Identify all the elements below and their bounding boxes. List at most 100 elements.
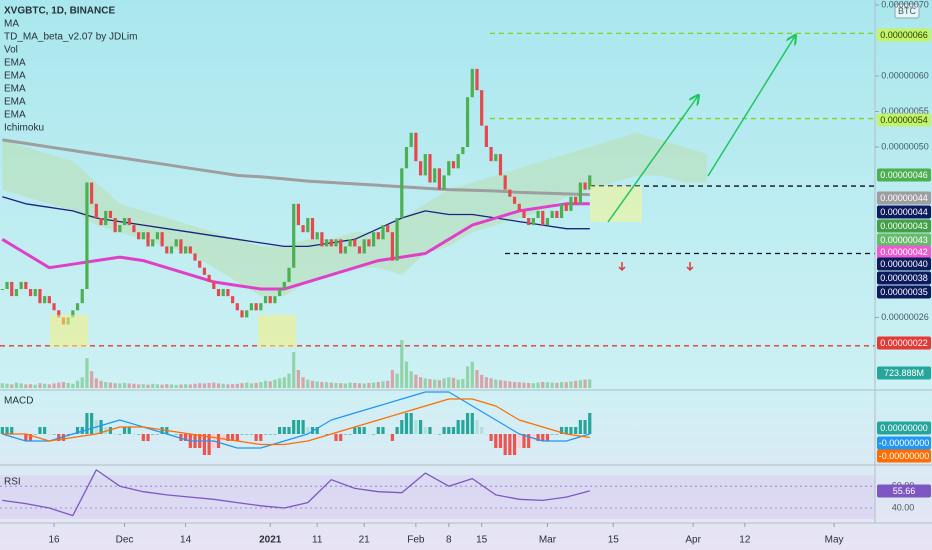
price-tag bbox=[877, 219, 931, 233]
candle bbox=[404, 146, 409, 169]
macd-histogram-bar bbox=[174, 434, 178, 435]
volume-bar bbox=[273, 379, 277, 388]
pane-label: MACD bbox=[4, 396, 33, 407]
candle bbox=[447, 161, 451, 176]
volume-bar bbox=[527, 382, 531, 388]
candle bbox=[508, 189, 512, 197]
macd-histogram-bar bbox=[324, 434, 329, 435]
volume-bar bbox=[292, 352, 296, 388]
macd-histogram-bar bbox=[108, 427, 113, 434]
volume-bar bbox=[94, 378, 98, 388]
macd-histogram-bar bbox=[113, 434, 117, 435]
candle bbox=[381, 225, 385, 240]
macd-histogram-bar bbox=[287, 427, 291, 434]
macd-histogram-bar bbox=[240, 434, 244, 435]
macd-histogram-bar bbox=[588, 413, 592, 434]
candle bbox=[188, 246, 192, 254]
candle bbox=[545, 218, 550, 226]
moving-average bbox=[1, 202, 590, 291]
candle bbox=[160, 232, 164, 247]
candle bbox=[578, 182, 582, 204]
candle bbox=[320, 232, 324, 247]
macd-histogram-bar bbox=[512, 434, 517, 455]
volume-bar bbox=[263, 380, 268, 388]
volume-bar bbox=[320, 382, 324, 388]
volume-bar bbox=[470, 361, 474, 388]
projection-arrow bbox=[707, 36, 795, 177]
volume-bar bbox=[588, 379, 592, 388]
macd-histogram-bar bbox=[517, 434, 521, 448]
price-tag bbox=[877, 191, 931, 205]
macd-histogram-bar bbox=[47, 434, 51, 435]
macd-histogram-bar bbox=[301, 420, 305, 434]
candle bbox=[310, 218, 315, 240]
volume-bar bbox=[278, 378, 282, 388]
volume-bar bbox=[38, 383, 42, 388]
candle bbox=[108, 210, 113, 219]
volume-bar bbox=[386, 380, 390, 388]
volume-bar bbox=[174, 384, 178, 388]
macd-histogram-bar bbox=[235, 434, 239, 441]
candle bbox=[226, 289, 230, 297]
macd-histogram-bar bbox=[122, 427, 127, 434]
candle bbox=[104, 210, 108, 226]
candle bbox=[212, 281, 216, 290]
x-tick-label: 14 bbox=[180, 535, 192, 546]
price-tag bbox=[877, 245, 931, 259]
candle bbox=[574, 196, 578, 204]
macd-histogram-bar bbox=[155, 434, 160, 435]
candle bbox=[480, 90, 484, 126]
x-tick-label: 16 bbox=[48, 535, 60, 546]
candle bbox=[353, 239, 357, 247]
candle bbox=[141, 232, 145, 240]
x-tick-label: Dec bbox=[116, 535, 134, 546]
macd-histogram-bar bbox=[414, 420, 418, 434]
candle bbox=[155, 232, 160, 240]
macd-histogram-bar bbox=[437, 434, 441, 435]
volume-bar bbox=[353, 382, 357, 388]
volume-bar bbox=[371, 382, 376, 388]
macd-histogram-bar bbox=[386, 434, 390, 435]
macd-histogram-bar bbox=[52, 434, 56, 435]
volume-bar bbox=[240, 383, 244, 388]
candle bbox=[151, 239, 155, 247]
volume-bar bbox=[357, 383, 362, 388]
macd-histogram-bar bbox=[85, 413, 89, 434]
volume-bar bbox=[306, 379, 310, 388]
candle bbox=[198, 260, 202, 268]
candle bbox=[235, 303, 239, 311]
volume-bar bbox=[517, 382, 521, 388]
candle bbox=[33, 289, 37, 297]
volume-bar bbox=[348, 382, 352, 388]
macd-histogram-bar bbox=[498, 434, 503, 448]
volume-bar bbox=[480, 374, 484, 388]
macd-histogram-bar bbox=[583, 420, 587, 434]
macd-histogram-bar bbox=[489, 434, 493, 441]
macd-histogram-bar bbox=[202, 434, 207, 455]
macd-histogram-bar bbox=[263, 434, 268, 435]
candle bbox=[268, 296, 272, 304]
macd-histogram-bar bbox=[137, 434, 141, 435]
labels-layer: XVGBTC, 1D, BINANCE MA TD_MA_beta_v2.07 … bbox=[4, 0, 931, 546]
candle bbox=[362, 239, 366, 254]
candle bbox=[503, 175, 507, 190]
volume-bar bbox=[99, 380, 103, 388]
candle bbox=[165, 246, 169, 254]
macd-histogram-bar bbox=[132, 434, 136, 435]
candle bbox=[357, 246, 362, 254]
pane-label: RSI bbox=[4, 477, 21, 488]
down-arrow bbox=[686, 262, 694, 272]
y-tick-label: 0.00000070 bbox=[881, 0, 929, 9]
macd-histogram-bar bbox=[127, 427, 131, 434]
volume-bar bbox=[52, 383, 56, 388]
price-tag bbox=[877, 113, 931, 127]
volume-bar bbox=[334, 382, 338, 388]
macd-histogram-bar bbox=[574, 427, 578, 434]
candle bbox=[489, 146, 493, 162]
price-tag bbox=[877, 366, 931, 380]
candle bbox=[122, 218, 127, 226]
candle bbox=[339, 239, 343, 254]
macd-histogram-bar bbox=[423, 427, 427, 434]
macd-histogram-bar bbox=[564, 427, 568, 434]
price-tag-label: 0.00000022 bbox=[880, 338, 928, 348]
